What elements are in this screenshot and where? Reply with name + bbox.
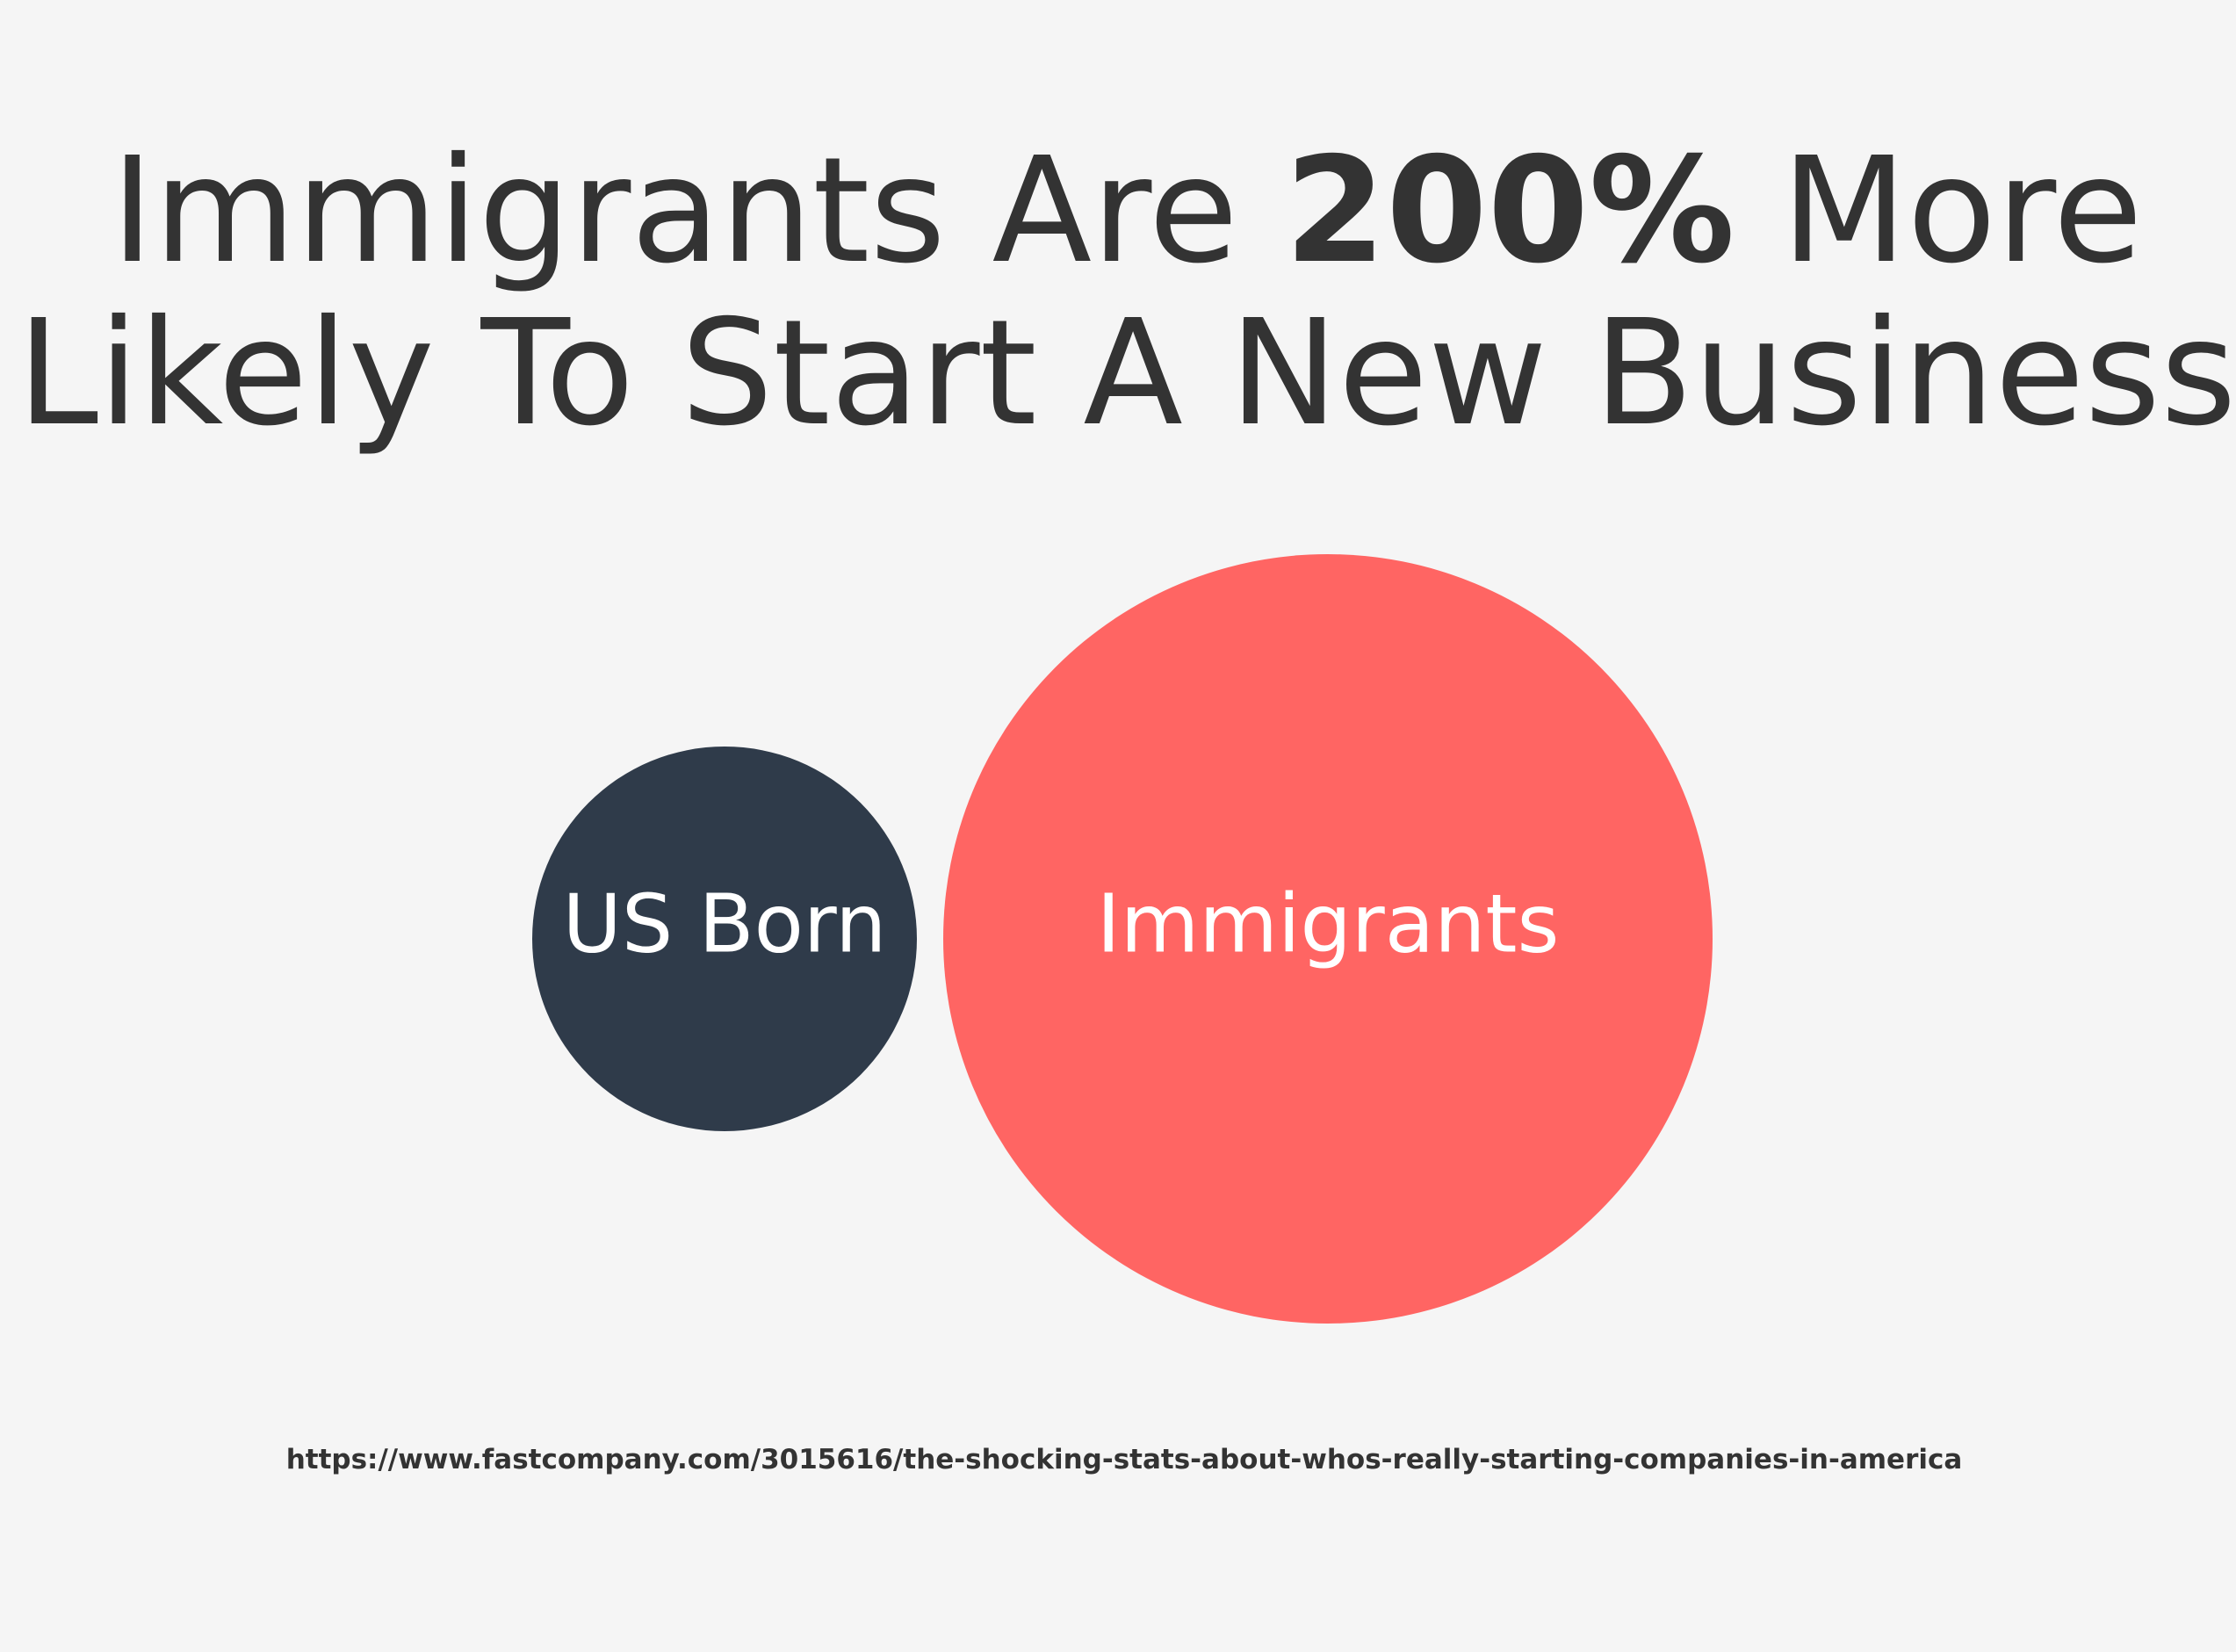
us-born-circle	[532, 747, 917, 1131]
title-part: Immigrants Are	[111, 126, 1284, 296]
bubble-label: Immigrants	[1097, 876, 1560, 970]
title-part: More	[1735, 126, 2143, 296]
immigrants-circle	[943, 554, 1713, 1324]
title-line-2: Likely To Start A New Business	[17, 289, 2236, 458]
source-url: https://www.fastcompany.com/3015616/the-…	[286, 1444, 1963, 1475]
title-emphasis: 200%	[1285, 126, 1735, 296]
bubble-label: US Born	[563, 876, 887, 970]
title-line-1: Immigrants Are 200% More	[111, 126, 2143, 296]
